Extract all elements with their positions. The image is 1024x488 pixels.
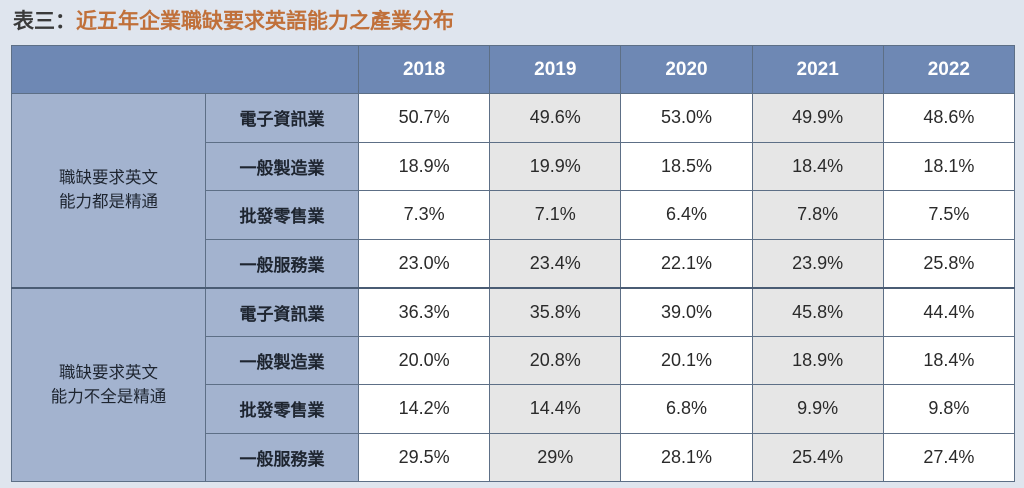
value-cell: 36.3% <box>357 286 491 337</box>
table-row: 批發零售業 7.3% 7.1% 6.4% 7.8% 7.5% <box>12 190 1015 240</box>
industry-label: 一般製造業 <box>205 335 359 385</box>
value-cell: 22.1% <box>620 238 753 288</box>
value-cell: 28.1% <box>620 432 753 482</box>
table-row: 一般製造業 18.9% 19.9% 18.5% 18.4% 18.1% <box>12 141 1015 191</box>
year-header: 2021 <box>751 45 884 94</box>
group-label: 職缺要求英文 能力不全是精通 <box>11 286 206 482</box>
value-cell: 18.1% <box>882 141 1015 191</box>
value-cell: 18.4% <box>882 335 1015 385</box>
industry-label: 一般製造業 <box>205 141 359 191</box>
table-caption: 表三：近五年企業職缺要求英語能力之產業分布 <box>13 3 454 39</box>
value-cell: 14.2% <box>357 384 491 434</box>
table-row: 批發零售業 14.2% 14.4% 6.8% 9.9% 9.8% <box>12 384 1015 434</box>
caption-title: 近五年企業職缺要求英語能力之產業分布 <box>76 9 454 33</box>
value-cell: 7.3% <box>357 190 491 240</box>
industry-label: 電子資訊業 <box>205 93 359 143</box>
value-cell: 18.9% <box>357 141 491 191</box>
value-cell: 9.9% <box>751 384 884 434</box>
group-label: 職缺要求英文 能力都是精通 <box>11 93 206 288</box>
value-cell: 23.4% <box>489 238 622 288</box>
group-label-line: 職缺要求英文 <box>59 362 158 382</box>
table-row: 一般服務業 23.0% 23.4% 22.1% 23.9% 25.8% <box>12 238 1015 288</box>
value-cell: 23.9% <box>751 238 884 288</box>
value-cell: 35.8% <box>489 286 622 337</box>
value-cell: 20.0% <box>357 335 491 385</box>
group-label-line: 能力不全是精通 <box>50 386 167 406</box>
group-label-line: 能力都是精通 <box>59 192 158 212</box>
value-cell: 18.4% <box>751 141 884 191</box>
value-cell: 25.4% <box>751 432 884 482</box>
group-label-line: 職缺要求英文 <box>59 168 158 188</box>
industry-label: 批發零售業 <box>205 384 359 434</box>
year-header: 2019 <box>489 45 622 94</box>
header-row: 2018 2019 2020 2021 2022 <box>11 45 1015 94</box>
value-cell: 18.9% <box>751 335 884 385</box>
value-cell: 20.8% <box>489 335 622 385</box>
value-cell: 49.9% <box>751 93 884 143</box>
value-cell: 50.7% <box>357 93 491 143</box>
table-row: 職缺要求英文 能力都是精通 電子資訊業 50.7% 49.6% 53.0% 49… <box>11 93 1015 288</box>
value-cell: 25.8% <box>882 238 1015 288</box>
industry-label: 一般服務業 <box>205 432 359 482</box>
value-cell: 6.8% <box>620 384 753 434</box>
industry-label: 批發零售業 <box>205 190 359 240</box>
value-cell: 29% <box>489 432 622 482</box>
industry-label: 一般服務業 <box>205 238 359 288</box>
year-header: 2018 <box>357 45 491 94</box>
value-cell: 18.5% <box>620 141 753 191</box>
value-cell: 44.4% <box>882 286 1015 337</box>
value-cell: 23.0% <box>357 238 491 288</box>
value-cell: 6.4% <box>620 190 753 240</box>
value-cell: 48.6% <box>882 93 1015 143</box>
value-cell: 45.8% <box>751 286 884 337</box>
value-cell: 49.6% <box>489 93 622 143</box>
value-cell: 7.8% <box>751 190 884 240</box>
value-cell: 19.9% <box>489 141 622 191</box>
value-cell: 53.0% <box>620 93 753 143</box>
caption-prefix: 表三： <box>13 9 76 33</box>
value-cell: 20.1% <box>620 335 753 385</box>
value-cell: 29.5% <box>357 432 491 482</box>
value-cell: 39.0% <box>620 286 753 337</box>
value-cell: 7.1% <box>489 190 622 240</box>
header-corner-cell <box>11 45 359 94</box>
table-row: 職缺要求英文 能力不全是精通 電子資訊業 36.3% 35.8% 39.0% 4… <box>11 286 1015 482</box>
value-cell: 7.5% <box>882 190 1015 240</box>
table-row: 一般服務業 29.5% 29% 28.1% 25.4% 27.4% <box>12 432 1015 482</box>
table-row: 一般製造業 20.0% 20.8% 20.1% 18.9% 18.4% <box>12 335 1015 385</box>
value-cell: 14.4% <box>489 384 622 434</box>
industry-distribution-table: 2018 2019 2020 2021 2022 職缺要求英文 能力都是精通 電… <box>11 45 1015 482</box>
year-header: 2022 <box>882 45 1015 94</box>
year-header: 2020 <box>620 45 753 94</box>
industry-label: 電子資訊業 <box>205 286 359 337</box>
value-cell: 27.4% <box>882 432 1015 482</box>
value-cell: 9.8% <box>882 384 1015 434</box>
